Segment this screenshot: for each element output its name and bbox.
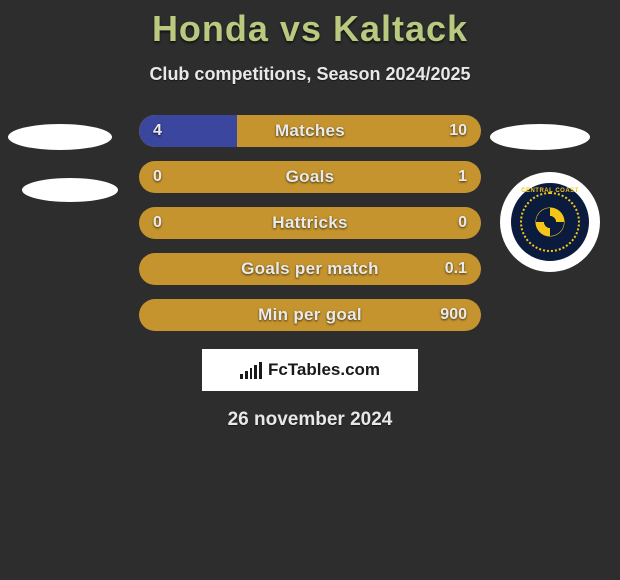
stat-label: Goals [139, 167, 481, 187]
logo-bar [259, 362, 262, 379]
stat-row: 4Matches10 [139, 115, 481, 147]
logo-bar [245, 371, 248, 379]
page-title: Honda vs Kaltack [0, 0, 620, 50]
stat-label: Hattricks [139, 213, 481, 233]
stat-right-value: 10 [449, 122, 467, 140]
stat-right-value: 0.1 [445, 260, 467, 278]
fctables-logo: FcTables.com [202, 349, 418, 391]
team-crest-right: CENTRAL COAST [500, 172, 600, 272]
decor-ellipse-left-2 [22, 178, 118, 202]
bar-chart-icon [240, 361, 262, 379]
stat-label: Goals per match [139, 259, 481, 279]
stat-right-value: 900 [440, 306, 467, 324]
logo-bar [254, 365, 257, 379]
stat-label: Min per goal [139, 305, 481, 325]
stat-right-value: 1 [458, 168, 467, 186]
decor-ellipse-left-1 [8, 124, 112, 150]
stat-row: Goals per match0.1 [139, 253, 481, 285]
stat-row: 0Goals1 [139, 161, 481, 193]
decor-ellipse-right [490, 124, 590, 150]
page-subtitle: Club competitions, Season 2024/2025 [0, 64, 620, 85]
logo-bar [250, 368, 253, 379]
mariners-crest-icon: CENTRAL COAST [511, 183, 589, 261]
crest-text: CENTRAL COAST [514, 188, 586, 194]
date-text: 26 november 2024 [0, 409, 620, 431]
stat-right-value: 0 [458, 214, 467, 232]
stat-label: Matches [139, 121, 481, 141]
logo-bar [240, 374, 243, 379]
stat-row: 0Hattricks0 [139, 207, 481, 239]
logo-text: FcTables.com [268, 360, 380, 380]
stat-row: Min per goal900 [139, 299, 481, 331]
